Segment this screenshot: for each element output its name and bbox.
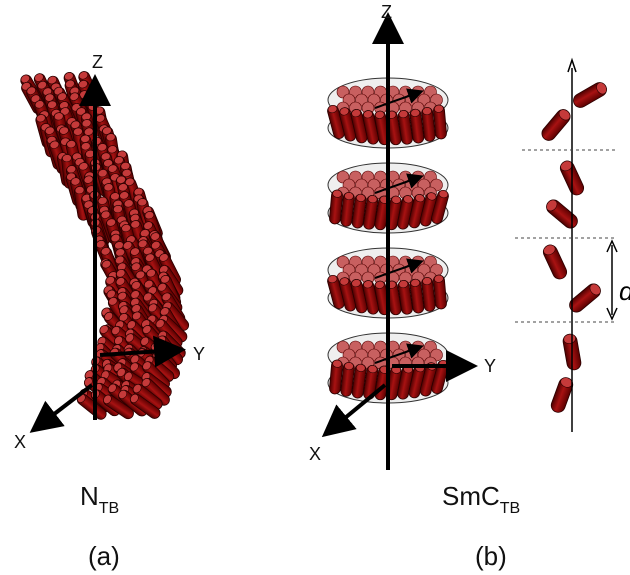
phase-name: N xyxy=(80,481,99,511)
axis-label: Z xyxy=(381,2,392,22)
figure: Z Y X Z Y X d NTB (a) SmCTB (b) xyxy=(0,0,630,575)
phase-label: NTB xyxy=(80,481,119,517)
cylinder xyxy=(541,243,569,282)
spacing-label: d xyxy=(619,276,630,306)
axis-label: Y xyxy=(484,356,496,376)
axis-label: X xyxy=(309,444,321,464)
axis-label: X xyxy=(14,432,26,452)
phase-subscript: TB xyxy=(99,500,119,517)
phase-label: SmCTB xyxy=(442,481,520,517)
cylinder xyxy=(571,80,609,110)
panel-b xyxy=(326,78,609,414)
axis-label: Y xyxy=(193,344,205,364)
cylinder xyxy=(544,197,581,231)
phase-subscript: TB xyxy=(500,500,520,517)
panel-label: (b) xyxy=(475,541,507,571)
cylinder xyxy=(549,376,574,415)
cylinder xyxy=(539,107,573,144)
phase-name: SmC xyxy=(442,481,500,511)
page: {"panels": [ {"axes": {"z": "Z", "y": "Y… xyxy=(0,0,630,575)
panel-label: (a) xyxy=(88,541,120,571)
axis-label: Z xyxy=(92,52,103,72)
panel-a xyxy=(19,70,191,422)
